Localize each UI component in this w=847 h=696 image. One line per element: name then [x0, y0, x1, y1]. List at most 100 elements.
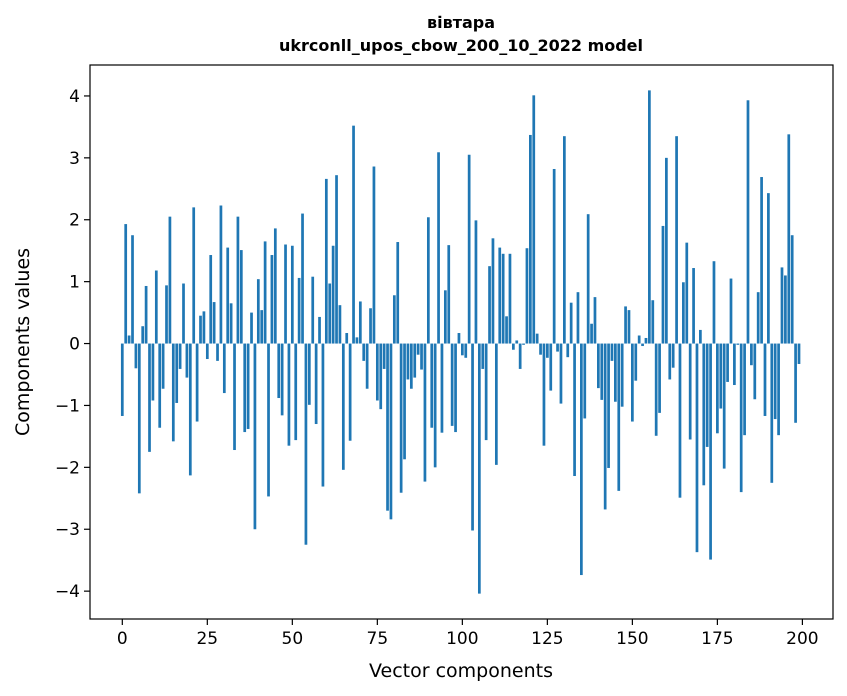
bar [641, 343, 644, 347]
x-tick-label: 125 [531, 629, 563, 649]
bar [607, 343, 610, 468]
bar [702, 343, 706, 486]
bar [199, 315, 202, 344]
bar [392, 295, 396, 344]
x-axis-ticks: 0 25 50 75 100 125 150 175 200 [117, 619, 819, 649]
bar [202, 311, 206, 344]
bar [134, 343, 138, 369]
bar [529, 134, 532, 344]
bar [131, 235, 134, 344]
bar [253, 343, 257, 530]
bar [144, 285, 148, 344]
bar [556, 343, 559, 352]
bar [443, 290, 447, 344]
bar [739, 343, 743, 493]
bar [634, 343, 638, 381]
bar [362, 343, 366, 361]
bar [678, 343, 682, 498]
bar [335, 175, 338, 344]
bar [304, 343, 308, 545]
bar [457, 333, 461, 344]
bar [661, 225, 665, 344]
bar [314, 343, 318, 425]
bar [426, 217, 430, 344]
bar [716, 343, 719, 434]
bar [648, 90, 651, 344]
y-tick-label: −3 [55, 520, 80, 540]
bar [151, 343, 155, 401]
bar [722, 343, 726, 469]
bar [460, 343, 464, 356]
bar [620, 343, 624, 407]
bar [318, 316, 321, 344]
bar [515, 340, 519, 344]
plot-area-frame [89, 64, 834, 620]
bar [699, 329, 702, 344]
bar [277, 343, 281, 399]
y-tick-label: 2 [69, 211, 80, 231]
y-tick-label: 4 [69, 87, 80, 107]
bar [794, 343, 797, 423]
bar [321, 343, 325, 487]
bar [284, 244, 287, 344]
bar [576, 292, 580, 344]
x-tick-label: 75 [367, 629, 389, 649]
bar [569, 302, 573, 344]
bar [787, 134, 791, 344]
bar [484, 343, 488, 441]
chart-title: вівтара [427, 13, 495, 32]
bar [539, 343, 542, 355]
bar [518, 343, 522, 369]
bar [726, 343, 729, 382]
bar [491, 238, 495, 344]
x-tick-label: 50 [282, 629, 304, 649]
x-tick-label: 25 [196, 629, 218, 649]
bar [437, 152, 440, 344]
bar [233, 343, 236, 451]
bar [280, 343, 284, 416]
bar [559, 343, 563, 404]
bar [586, 214, 590, 344]
bar [270, 255, 274, 344]
bar [311, 276, 315, 344]
bar [760, 177, 763, 344]
bar [338, 305, 342, 344]
bar [345, 333, 349, 344]
bar [148, 343, 151, 452]
bar [580, 343, 583, 576]
bar [328, 283, 332, 344]
bar [263, 241, 267, 344]
bar [488, 266, 491, 344]
bar [222, 343, 226, 394]
bar [399, 343, 403, 493]
bar [406, 343, 410, 380]
bar [773, 343, 777, 420]
bar [624, 306, 627, 344]
x-axis-label: Vector components [369, 660, 553, 682]
y-tick-label: 1 [69, 273, 80, 293]
bar [178, 343, 182, 369]
bars-layer [120, 90, 801, 594]
bar [481, 343, 485, 369]
y-tick-label: −2 [55, 458, 80, 478]
bar [273, 228, 277, 344]
bar [120, 343, 124, 416]
bar [260, 310, 264, 344]
bar [141, 326, 145, 344]
bar [229, 303, 233, 344]
bar [386, 343, 389, 511]
bar [685, 242, 689, 344]
bar [753, 343, 757, 400]
bar [250, 312, 253, 344]
bar [784, 275, 787, 344]
bar [617, 343, 621, 491]
bar [552, 168, 556, 344]
bar [780, 267, 784, 344]
bar [185, 343, 189, 378]
bar [501, 253, 505, 344]
bar [743, 343, 746, 436]
bar [705, 343, 709, 447]
bar [671, 343, 675, 368]
bar [464, 343, 468, 358]
